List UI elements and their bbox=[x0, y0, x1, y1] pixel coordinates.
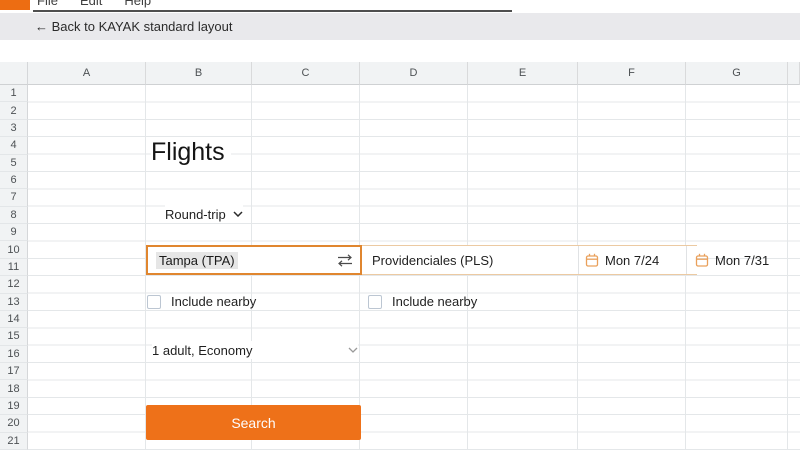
calendar-icon bbox=[695, 253, 709, 267]
gridline bbox=[686, 246, 687, 274]
row-header-2[interactable]: 2 bbox=[0, 102, 28, 120]
page-title: Flights bbox=[151, 138, 231, 167]
row-header-21[interactable]: 21 bbox=[0, 432, 28, 450]
back-to-kayak-link[interactable]: ← Back to KAYAK standard layout bbox=[35, 19, 233, 34]
gridline bbox=[787, 85, 788, 450]
trip-type-label: Round-trip bbox=[165, 206, 226, 222]
calendar-icon bbox=[585, 253, 599, 267]
travelers-dropdown[interactable]: 1 adult, Economy bbox=[152, 341, 358, 359]
origin-value: Tampa (TPA) bbox=[156, 251, 238, 269]
kayak-logo bbox=[0, 0, 30, 10]
swap-icon[interactable] bbox=[337, 253, 353, 267]
gridline bbox=[145, 85, 146, 450]
row-header-18[interactable]: 18 bbox=[0, 380, 28, 398]
row-header-19[interactable]: 19 bbox=[0, 397, 28, 416]
row-header-5[interactable]: 5 bbox=[0, 154, 28, 172]
row-header-1[interactable]: 1 bbox=[0, 85, 28, 103]
origin-input[interactable]: Tampa (TPA) bbox=[146, 245, 362, 275]
gridline bbox=[578, 246, 579, 274]
destination-nearby-option: Include nearby bbox=[368, 294, 477, 309]
column-header-G[interactable]: G bbox=[686, 62, 788, 85]
row-headers: 1 2 3 4 5 6 7 8 9 10 11 12 13 14 15 16 17 18 19 20 21 bbox=[0, 85, 28, 450]
chevron-down-icon bbox=[233, 211, 243, 217]
row-header-9[interactable]: 9 bbox=[0, 224, 28, 242]
destination-nearby-checkbox[interactable] bbox=[368, 294, 382, 309]
origin-nearby-checkbox[interactable] bbox=[147, 294, 161, 309]
row-header-13[interactable]: 13 bbox=[0, 293, 28, 311]
search-button[interactable]: Search bbox=[146, 405, 361, 440]
column-header-A[interactable]: A bbox=[28, 62, 146, 85]
row-header-4[interactable]: 4 bbox=[0, 137, 28, 155]
return-date-field[interactable]: Mon 7/31 bbox=[695, 245, 769, 275]
row-header-10[interactable]: 10 bbox=[0, 241, 28, 259]
row-header-17[interactable]: 17 bbox=[0, 363, 28, 381]
select-all-corner[interactable] bbox=[0, 62, 28, 85]
search-fields-strip bbox=[360, 245, 697, 275]
row-header-15[interactable]: 15 bbox=[0, 328, 28, 346]
trip-type-dropdown[interactable]: Round-trip bbox=[165, 205, 243, 223]
row-header-14[interactable]: 14 bbox=[0, 310, 28, 329]
destination-nearby-label[interactable]: Include nearby bbox=[392, 294, 478, 309]
column-header-C[interactable]: C bbox=[252, 62, 360, 85]
row-header-8[interactable]: 8 bbox=[0, 206, 28, 224]
menu-file[interactable]: File bbox=[37, 0, 58, 8]
travelers-value: 1 adult, Economy bbox=[152, 342, 253, 358]
chevron-down-icon bbox=[348, 347, 358, 353]
menu-help[interactable]: Help bbox=[124, 0, 152, 8]
row-header-16[interactable]: 16 bbox=[0, 345, 28, 363]
origin-nearby-option: Include nearby bbox=[147, 294, 256, 309]
row-header-11[interactable]: 11 bbox=[0, 258, 28, 277]
column-header-D[interactable]: D bbox=[360, 62, 468, 85]
column-header-E[interactable]: E bbox=[468, 62, 578, 85]
row-header-3[interactable]: 3 bbox=[0, 119, 28, 138]
destination-value: Providenciales (PLS) bbox=[372, 252, 494, 268]
menubar-divider bbox=[33, 10, 512, 12]
menu-edit[interactable]: Edit bbox=[79, 0, 103, 8]
column-header-F[interactable]: F bbox=[578, 62, 686, 85]
column-header-partial bbox=[788, 62, 800, 85]
depart-date-field[interactable]: Mon 7/24 bbox=[585, 245, 659, 275]
row-header-6[interactable]: 6 bbox=[0, 171, 28, 190]
app-menubar: File Edit Help bbox=[0, 0, 800, 12]
row-header-20[interactable]: 20 bbox=[0, 415, 28, 433]
row-header-12[interactable]: 12 bbox=[0, 276, 28, 294]
back-bar: ← Back to KAYAK standard layout bbox=[0, 13, 800, 40]
depart-date-value: Mon 7/24 bbox=[605, 252, 660, 268]
return-date-value: Mon 7/31 bbox=[715, 252, 770, 268]
column-header-B[interactable]: B bbox=[146, 62, 252, 85]
destination-input[interactable]: Providenciales (PLS) bbox=[362, 245, 576, 275]
row-header-7[interactable]: 7 bbox=[0, 189, 28, 207]
origin-nearby-label[interactable]: Include nearby bbox=[171, 294, 257, 309]
